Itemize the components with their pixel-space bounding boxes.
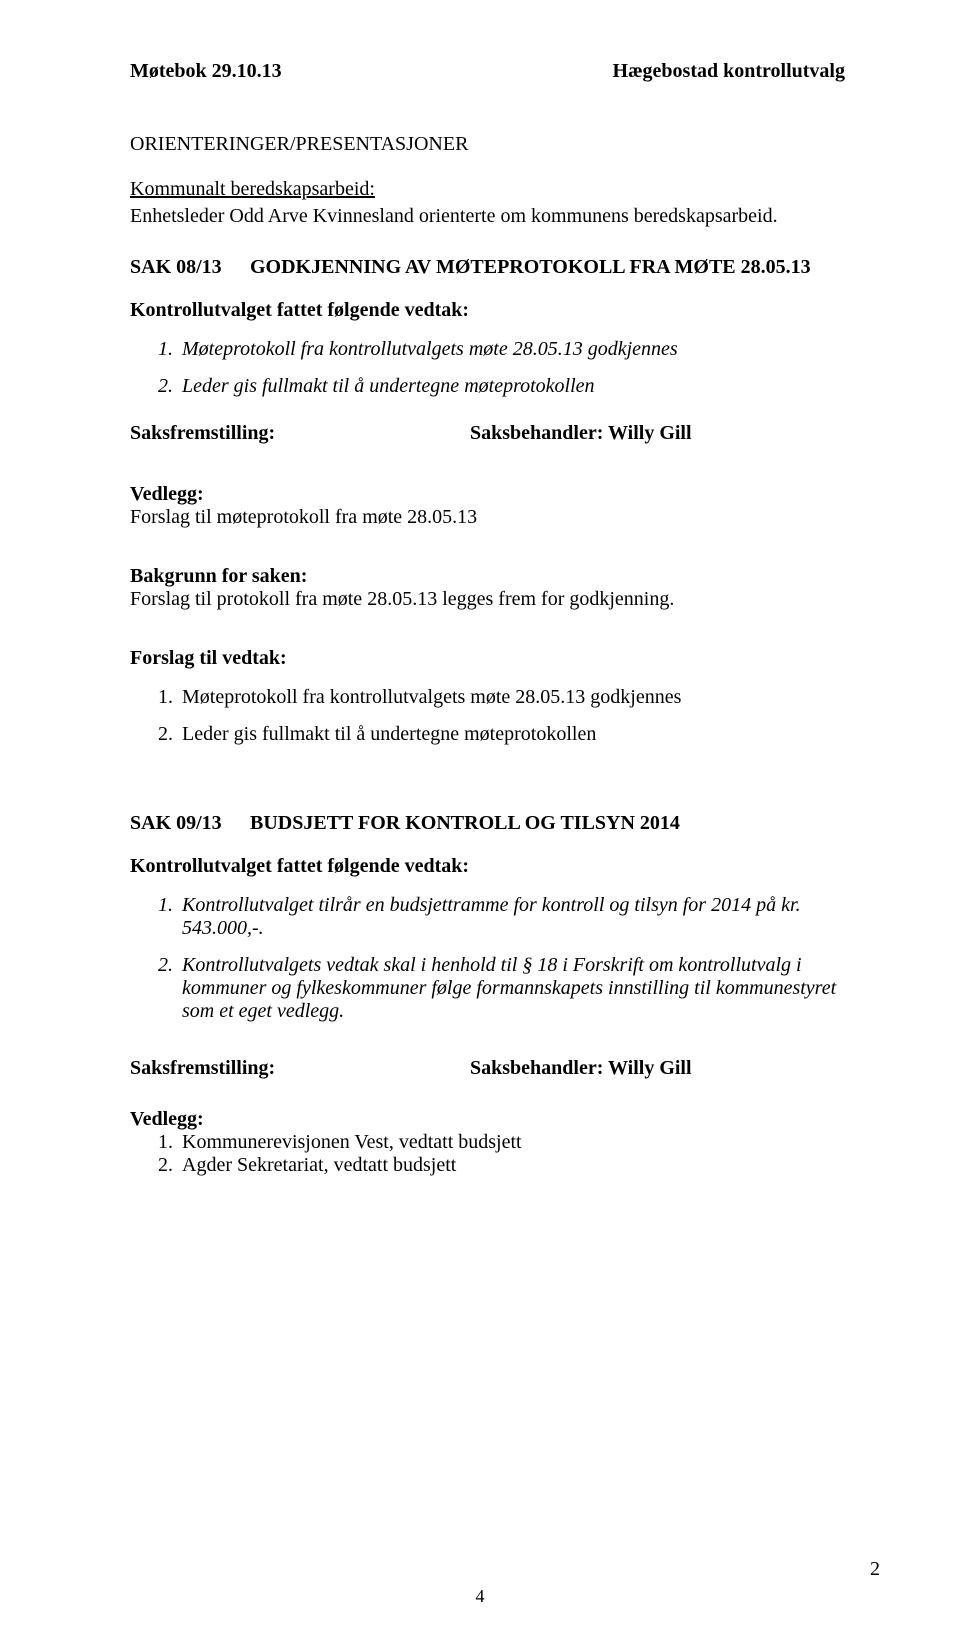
list-item: Møteprotokoll fra kontrollutvalgets møte… (178, 338, 845, 361)
list-item: Kommunerevisjonen Vest, vedtatt budsjett (178, 1131, 845, 1154)
orienteringer-text: Enhetsleder Odd Arve Kvinnesland oriente… (130, 205, 845, 228)
bakgrunn-text: Forslag til protokoll fra møte 28.05.13 … (130, 588, 845, 611)
document-page: Møtebok 29.10.13 Hægebostad kontrollutva… (0, 0, 960, 1641)
list-item: Kontrollutvalget tilrår en budsjettramme… (178, 894, 845, 940)
vedlegg-label: Vedlegg: (130, 483, 845, 506)
page-header: Møtebok 29.10.13 Hægebostad kontrollutva… (130, 60, 845, 83)
saksbehandler: Saksbehandler: Willy Gill (470, 1057, 845, 1080)
saksfremstilling-label: Saksfremstilling: (130, 422, 470, 445)
sak09-number: SAK 09/13 (130, 812, 250, 835)
sak09-saksfremstilling-row: Saksfremstilling: Saksbehandler: Willy G… (130, 1057, 845, 1080)
sak08-saksfremstilling-row: Saksfremstilling: Saksbehandler: Willy G… (130, 422, 845, 445)
vedlegg-label: Vedlegg: (130, 1108, 845, 1131)
footer-page-center: 4 (0, 1586, 960, 1607)
sak09-title: BUDSJETT FOR KONTROLL OG TILSYN 2014 (250, 812, 845, 835)
sak08-vedlegg: Vedlegg: Forslag til møteprotokoll fra m… (130, 483, 845, 529)
vedlegg-text: Forslag til møteprotokoll fra møte 28.05… (130, 506, 845, 529)
sak08-vedtak-heading: Kontrollutvalget fattet følgende vedtak: (130, 299, 845, 322)
bakgrunn-label: Bakgrunn for saken: (130, 565, 845, 588)
saksfremstilling-label: Saksfremstilling: (130, 1057, 470, 1080)
sak08-vedtak-list: Møteprotokoll fra kontrollutvalgets møte… (130, 338, 845, 398)
footer-page-right: 2 (870, 1558, 880, 1581)
header-right: Hægebostad kontrollutvalg (613, 60, 845, 83)
orienteringer-title: ORIENTERINGER/PRESENTASJONER (130, 133, 845, 156)
sak09-vedlegg-list: Kommunerevisjonen Vest, vedtatt budsjett… (130, 1131, 845, 1177)
saksbehandler: Saksbehandler: Willy Gill (470, 422, 845, 445)
sak09-vedlegg: Vedlegg: Kommunerevisjonen Vest, vedtatt… (130, 1108, 845, 1177)
orienteringer-subheading: Kommunalt beredskapsarbeid: (130, 178, 845, 201)
list-item: Møteprotokoll fra kontrollutvalgets møte… (178, 686, 845, 709)
sak08-forslag-label: Forslag til vedtak: (130, 647, 845, 670)
sak08-number: SAK 08/13 (130, 256, 250, 279)
header-left: Møtebok 29.10.13 (130, 60, 282, 83)
sak09-vedtak-list: Kontrollutvalget tilrår en budsjettramme… (130, 894, 845, 1023)
sak08-heading: SAK 08/13 GODKJENNING AV MØTEPROTOKOLL F… (130, 256, 845, 279)
sak09-heading: SAK 09/13 BUDSJETT FOR KONTROLL OG TILSY… (130, 812, 845, 835)
sak08-title: GODKJENNING AV MØTEPROTOKOLL FRA MØTE 28… (250, 256, 845, 279)
list-item: Agder Sekretariat, vedtatt budsjett (178, 1154, 845, 1177)
sak08-forslag-list: Møteprotokoll fra kontrollutvalgets møte… (130, 686, 845, 746)
list-item: Kontrollutvalgets vedtak skal i henhold … (178, 954, 845, 1023)
list-item: Leder gis fullmakt til å undertegne møte… (178, 375, 845, 398)
list-item: Leder gis fullmakt til å undertegne møte… (178, 723, 845, 746)
sak09-vedtak-heading: Kontrollutvalget fattet følgende vedtak: (130, 855, 845, 878)
sak08-bakgrunn: Bakgrunn for saken: Forslag til protokol… (130, 565, 845, 611)
